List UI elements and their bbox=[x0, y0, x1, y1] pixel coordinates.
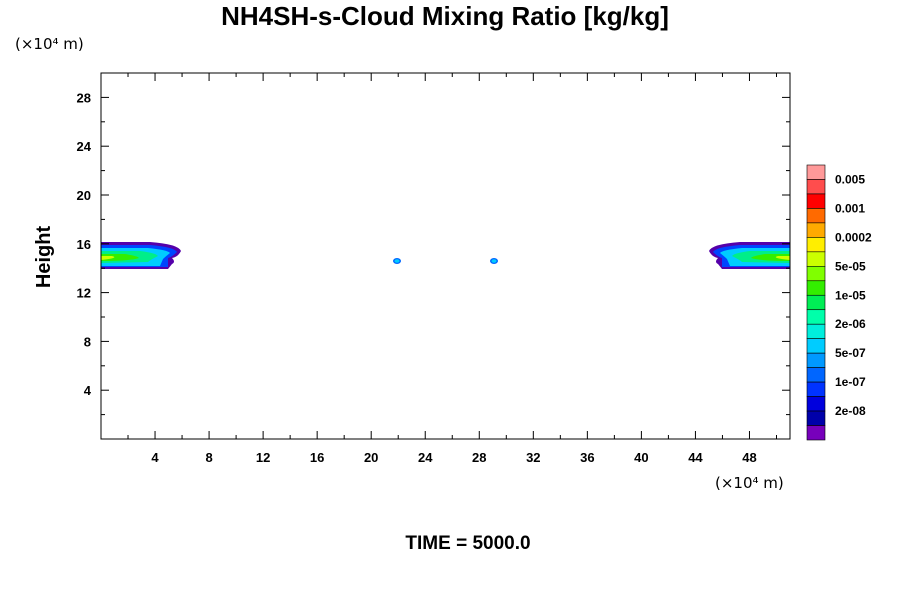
x-tick-label: 4 bbox=[151, 450, 159, 465]
x-tick-label: 32 bbox=[526, 450, 540, 465]
colorbar: 0.005 0.001 0.0002 5e-05 1e-05 2e-06 5e-07 1e-0… bbox=[806, 164, 872, 441]
x-axis: 4 8 12 16 20 24 28 32 36 40 44 48 bbox=[127, 73, 777, 465]
colorbar-label: 1e-07 bbox=[835, 375, 866, 389]
colorbar-label: 1e-05 bbox=[835, 288, 866, 302]
x-tick-label: 28 bbox=[472, 450, 486, 465]
x-tick-label: 24 bbox=[418, 450, 433, 465]
colorbar-label: 0.005 bbox=[835, 172, 865, 186]
plot-area bbox=[100, 72, 791, 440]
chart-title: NH4SH-s-Cloud Mixing Ratio [kg/kg] bbox=[221, 1, 669, 31]
colorbar-swatch bbox=[806, 396, 826, 412]
x-tick-label: 16 bbox=[310, 450, 324, 465]
plot-frame bbox=[100, 72, 791, 440]
colorbar-swatch bbox=[806, 381, 826, 397]
x-tick-label: 8 bbox=[205, 450, 212, 465]
y-axis-label: Height bbox=[33, 226, 55, 289]
y-tick-label: 4 bbox=[84, 383, 92, 398]
colorbar-swatch bbox=[806, 266, 826, 282]
colorbar-label: 0.001 bbox=[835, 201, 865, 215]
colorbar-swatch bbox=[806, 222, 826, 238]
right-cloud-layer bbox=[709, 242, 790, 269]
x-tick-label: 12 bbox=[256, 450, 270, 465]
x-tick-label: 40 bbox=[634, 450, 648, 465]
y-tick-label: 8 bbox=[84, 334, 91, 349]
left-cloud-layer bbox=[101, 242, 181, 269]
colorbar-label: 2e-08 bbox=[835, 404, 866, 418]
colorbar-swatch bbox=[806, 425, 826, 441]
colorbar-swatch bbox=[806, 367, 826, 383]
x-tick-label: 20 bbox=[364, 450, 378, 465]
colorbar-label: 5e-07 bbox=[835, 346, 866, 360]
colorbar-label: 0.0002 bbox=[835, 230, 872, 244]
colorbar-label: 2e-06 bbox=[835, 317, 866, 331]
colorbar-swatch bbox=[806, 323, 826, 339]
y-tick-label: 12 bbox=[77, 286, 91, 301]
colorbar-swatch bbox=[806, 309, 826, 325]
colorbar-swatch bbox=[806, 338, 826, 354]
colorbar-swatch bbox=[806, 352, 826, 368]
colorbar-swatch bbox=[806, 294, 826, 311]
colorbar-swatch bbox=[806, 164, 826, 180]
y-unit-label: (×10⁴ m) bbox=[15, 35, 84, 53]
x-tick-label: 48 bbox=[742, 450, 756, 465]
colorbar-swatch bbox=[806, 410, 826, 426]
colorbar-swatch bbox=[806, 280, 826, 296]
colorbar-swatch bbox=[806, 251, 826, 267]
y-tick-label: 16 bbox=[77, 237, 91, 252]
cloud-blob-1 bbox=[393, 258, 401, 264]
x-unit-label: (×10⁴ m) bbox=[715, 474, 784, 492]
colorbar-swatch bbox=[806, 208, 826, 224]
cloud-blob-2 bbox=[490, 258, 498, 264]
y-tick-label: 20 bbox=[77, 188, 91, 203]
y-tick-label: 28 bbox=[77, 90, 91, 105]
x-tick-label: 44 bbox=[688, 450, 703, 465]
colorbar-swatch bbox=[806, 237, 826, 253]
y-tick-label: 24 bbox=[77, 139, 92, 154]
colorbar-label: 5e-05 bbox=[835, 259, 866, 273]
colorbar-swatch bbox=[806, 179, 826, 195]
colorbar-swatch bbox=[806, 193, 826, 209]
y-axis: 4 8 12 16 20 24 28 bbox=[77, 90, 790, 416]
x-tick-label: 36 bbox=[580, 450, 594, 465]
time-label: TIME = 5000.0 bbox=[405, 533, 530, 554]
